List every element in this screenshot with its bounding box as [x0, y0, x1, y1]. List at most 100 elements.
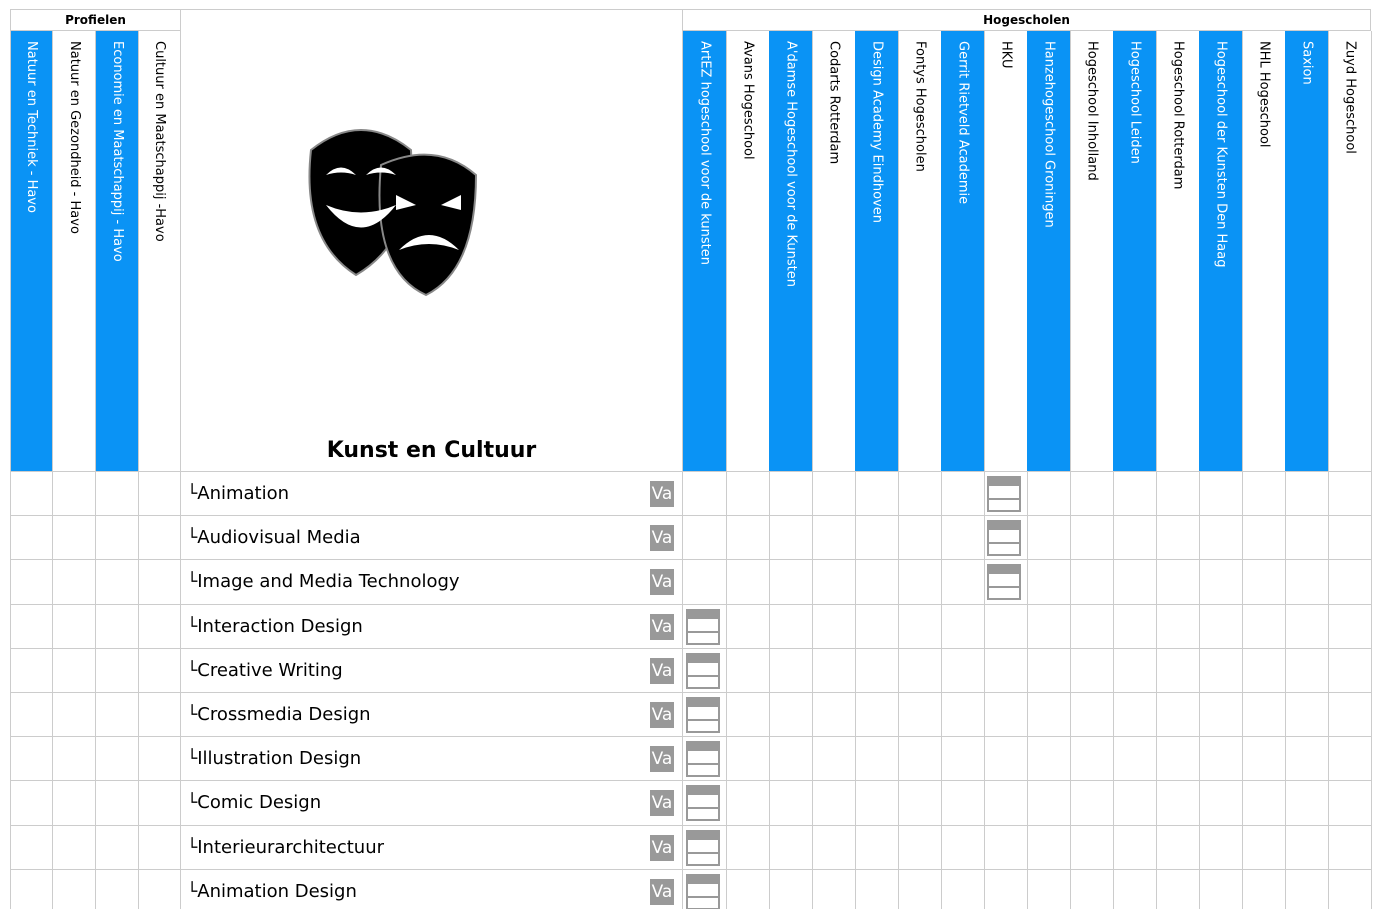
school-header: Hogeschool Leiden [1113, 31, 1157, 472]
badge[interactable]: Va [650, 657, 674, 684]
school-cell [1156, 781, 1200, 826]
badge[interactable]: Va [650, 834, 674, 861]
school-cell [1113, 604, 1157, 649]
school-cell [1027, 737, 1071, 782]
school-header: Avans Hogeschool [726, 31, 770, 472]
school-cell [1070, 737, 1114, 782]
badge[interactable]: Va [650, 613, 674, 640]
school-cell [898, 604, 942, 649]
school-cell [1070, 869, 1114, 909]
profile-header: Natuur en Techniek - Havo [10, 31, 53, 472]
school-cell [1156, 737, 1200, 782]
badge[interactable]: Va [650, 525, 674, 552]
school-cell [898, 693, 942, 738]
profile-cell [139, 693, 181, 738]
profile-cell [96, 472, 139, 517]
program-icon[interactable] [686, 785, 720, 822]
school-cell [683, 693, 727, 738]
program-icon[interactable] [987, 564, 1021, 601]
school-cell [984, 781, 1028, 826]
badge[interactable]: Va [650, 746, 674, 773]
school-cell [1285, 869, 1329, 909]
school-cell [769, 825, 813, 870]
profile-cell [96, 825, 139, 870]
school-cell [898, 560, 942, 605]
school-cell [726, 472, 770, 517]
school-cell [726, 604, 770, 649]
school-cell [898, 869, 942, 909]
program-icon[interactable] [686, 873, 720, 909]
profile-cell [53, 516, 96, 561]
row-cell: Interaction Design Va [181, 604, 683, 649]
school-cell [1070, 693, 1114, 738]
school-cell [769, 604, 813, 649]
school-cell [1070, 472, 1114, 517]
school-cell [1285, 516, 1329, 561]
school-cell [1285, 737, 1329, 782]
program-icon[interactable] [686, 829, 720, 866]
profile-header: Cultuur en Maatschappij -Havo [139, 31, 181, 472]
profile-header: Economie en Maatschappij - Havo [96, 31, 139, 472]
school-cell [1328, 737, 1372, 782]
program-icon[interactable] [686, 697, 720, 733]
row-name: Creative Writing [181, 660, 343, 681]
badge[interactable]: Va [650, 481, 674, 507]
school-cell [898, 737, 942, 782]
school-cell [769, 648, 813, 693]
school-cell [984, 516, 1028, 561]
badge[interactable]: Va [650, 702, 674, 728]
school-cell [1156, 693, 1200, 738]
profile-cell [96, 604, 139, 649]
school-cell [984, 737, 1028, 782]
school-cell [726, 516, 770, 561]
school-cell [683, 560, 727, 605]
school-cell [855, 648, 899, 693]
school-cell [1285, 472, 1329, 517]
school-cell [1328, 560, 1372, 605]
school-header: ArtEZ hogeschool voor de kunsten [683, 31, 727, 472]
row-cell: Crossmedia Design Va [181, 693, 683, 738]
school-cell [769, 693, 813, 738]
school-cell [1113, 648, 1157, 693]
profile-cell [10, 472, 53, 517]
school-header: Saxion [1285, 31, 1329, 472]
row-name: Crossmedia Design [181, 704, 371, 725]
program-icon[interactable] [686, 741, 720, 778]
program-icon[interactable] [686, 608, 720, 645]
profile-cell [96, 693, 139, 738]
program-icon[interactable] [987, 520, 1021, 557]
badge[interactable]: Va [650, 790, 674, 817]
school-cell [1328, 693, 1372, 738]
school-cell [683, 472, 727, 517]
school-cell [1156, 869, 1200, 909]
school-cell [1199, 648, 1243, 693]
school-cell [984, 604, 1028, 649]
row-cell: Animation Design Va [181, 869, 683, 909]
school-cell [855, 693, 899, 738]
school-cell [683, 648, 727, 693]
profile-cell [96, 869, 139, 909]
school-header: A'damse Hogeschool voor de Kunsten [769, 31, 813, 472]
school-cell [1328, 604, 1372, 649]
badge[interactable]: Va [650, 878, 674, 905]
profile-cell [139, 781, 181, 826]
school-cell [1328, 516, 1372, 561]
profile-cell [96, 560, 139, 605]
school-cell [1156, 560, 1200, 605]
school-cell [1242, 648, 1286, 693]
badge[interactable]: Va [650, 569, 674, 596]
row-name: Comic Design [181, 792, 321, 813]
profile-cell [53, 869, 96, 909]
school-cell [941, 825, 985, 870]
profile-cell [10, 516, 53, 561]
subject-title: Kunst en Cultuur [326, 438, 537, 463]
program-icon[interactable] [686, 652, 720, 689]
school-cell [1199, 869, 1243, 909]
school-cell [941, 472, 985, 517]
school-cell [812, 693, 856, 738]
school-header: Design Academy Eindhoven [855, 31, 899, 472]
school-header: NHL Hogeschool [1242, 31, 1286, 472]
school-cell [1285, 693, 1329, 738]
program-icon[interactable] [987, 476, 1021, 512]
